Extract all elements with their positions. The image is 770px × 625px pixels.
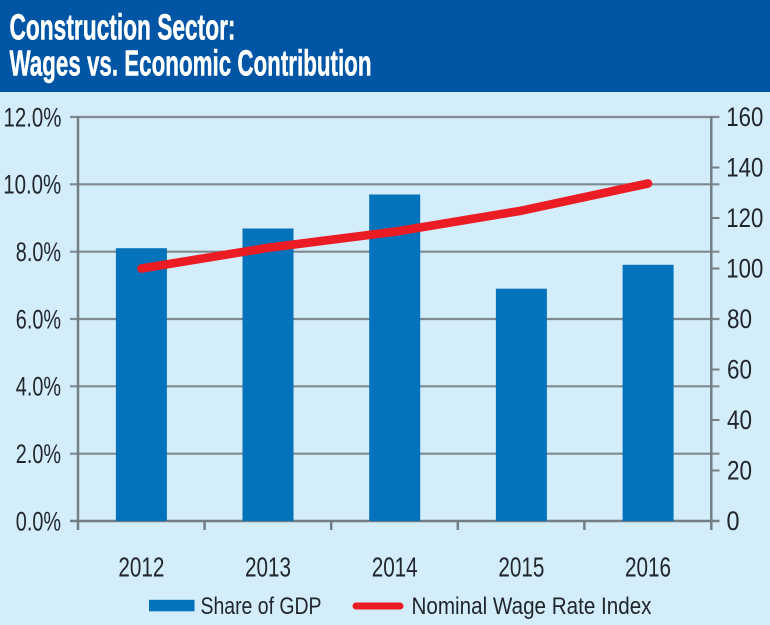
svg-text:Construction Sector:: Construction Sector: (10, 7, 236, 48)
svg-text:80: 80 (727, 304, 752, 334)
svg-text:100: 100 (726, 253, 763, 283)
svg-text:140: 140 (726, 152, 763, 182)
svg-text:Share of GDP: Share of GDP (201, 593, 322, 620)
svg-text:20: 20 (727, 455, 752, 485)
svg-text:2015: 2015 (498, 552, 544, 583)
svg-text:2014: 2014 (372, 552, 418, 583)
svg-text:8.0%: 8.0% (16, 237, 61, 267)
svg-text:12.0%: 12.0% (4, 102, 62, 132)
svg-text:10.0%: 10.0% (3, 170, 61, 200)
svg-text:120: 120 (726, 203, 763, 233)
svg-text:0: 0 (727, 506, 740, 536)
svg-text:2016: 2016 (625, 552, 671, 583)
svg-text:40: 40 (727, 405, 752, 435)
svg-text:2013: 2013 (245, 552, 291, 583)
svg-text:160: 160 (726, 102, 763, 132)
svg-text:Wages vs. Economic Contributio: Wages vs. Economic Contribution (10, 43, 372, 84)
svg-text:Nominal Wage Rate Index: Nominal Wage Rate Index (412, 593, 652, 620)
svg-text:2.0%: 2.0% (16, 439, 61, 469)
svg-text:6.0%: 6.0% (16, 304, 61, 334)
svg-text:2012: 2012 (118, 552, 164, 583)
svg-text:4.0%: 4.0% (16, 372, 61, 402)
svg-text:0.0%: 0.0% (16, 506, 61, 536)
svg-text:60: 60 (727, 354, 752, 384)
